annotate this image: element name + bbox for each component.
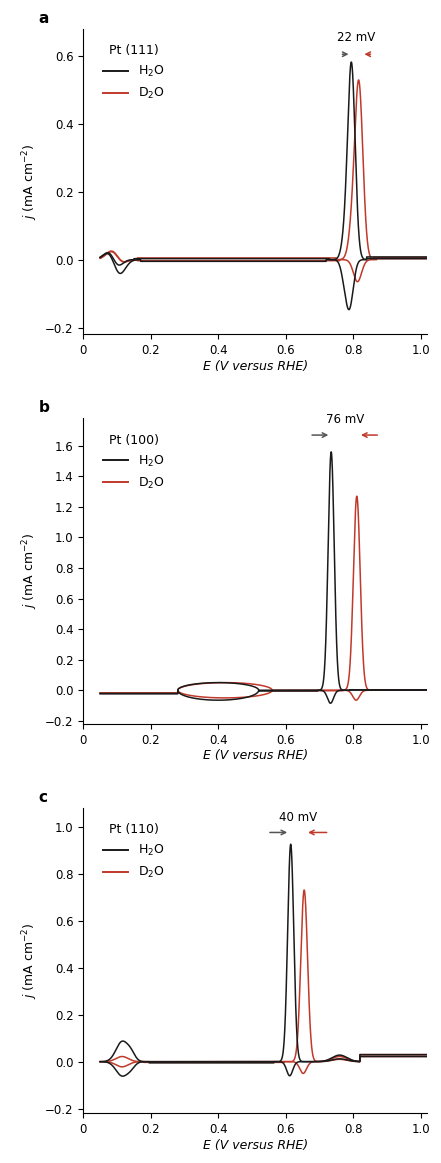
Y-axis label: $j$ (mA cm$^{-2}$): $j$ (mA cm$^{-2}$): [20, 922, 40, 999]
Legend: H$_2$O, D$_2$O: H$_2$O, D$_2$O: [103, 823, 165, 880]
X-axis label: E (V versus RHE): E (V versus RHE): [203, 749, 308, 763]
Text: b: b: [39, 400, 49, 415]
Text: c: c: [39, 790, 48, 805]
Legend: H$_2$O, D$_2$O: H$_2$O, D$_2$O: [103, 434, 165, 491]
X-axis label: E (V versus RHE): E (V versus RHE): [203, 359, 308, 373]
X-axis label: E (V versus RHE): E (V versus RHE): [203, 1139, 308, 1151]
Text: 40 mV: 40 mV: [280, 812, 318, 825]
Legend: H$_2$O, D$_2$O: H$_2$O, D$_2$O: [103, 44, 165, 101]
Y-axis label: $j$ (mA cm$^{-2}$): $j$ (mA cm$^{-2}$): [20, 143, 40, 220]
Y-axis label: $j$ (mA cm$^{-2}$): $j$ (mA cm$^{-2}$): [20, 533, 40, 609]
Text: a: a: [39, 10, 49, 26]
Text: 76 mV: 76 mV: [325, 413, 364, 426]
Text: 22 mV: 22 mV: [336, 31, 375, 44]
